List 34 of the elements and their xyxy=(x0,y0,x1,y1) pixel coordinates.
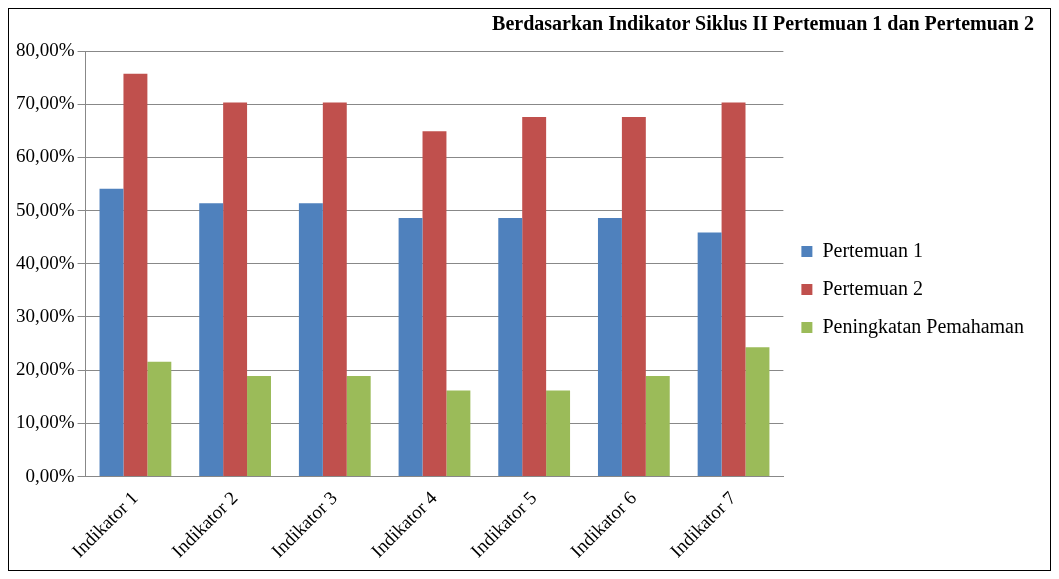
y-tick-label: 80,00% xyxy=(16,38,75,60)
bar xyxy=(99,188,124,477)
y-tick-label: 10,00% xyxy=(16,411,75,433)
bar xyxy=(322,102,347,477)
y-tick-label: 0,00% xyxy=(25,464,75,486)
bar xyxy=(147,361,172,477)
bar xyxy=(546,390,571,477)
legend-label: Pertemuan 1 xyxy=(822,238,923,261)
legend-label: Pertemuan 2 xyxy=(822,276,923,299)
bar xyxy=(697,232,722,477)
bar xyxy=(346,376,371,477)
y-tick-label: 70,00% xyxy=(16,92,75,114)
bar xyxy=(199,203,224,477)
y-tick-label: 20,00% xyxy=(16,358,75,380)
y-tick-label: 60,00% xyxy=(16,145,75,167)
y-tick-label: 30,00% xyxy=(16,304,75,326)
bar xyxy=(298,203,323,477)
chart-title: Berdasarkan Indikator Siklus II Pertemuan 1 dan Pertemuan 2 xyxy=(492,12,1034,35)
bar xyxy=(498,218,523,477)
bar xyxy=(223,102,248,477)
bar xyxy=(597,218,622,477)
y-tick-label: 40,00% xyxy=(16,251,75,273)
legend-label: Peningkatan Pemahaman xyxy=(822,314,1025,338)
bar xyxy=(446,390,471,477)
bar xyxy=(522,116,547,477)
y-tick-label: 50,00% xyxy=(16,198,75,220)
bar xyxy=(123,73,148,477)
bar xyxy=(247,376,271,477)
bar xyxy=(398,218,423,477)
bar xyxy=(621,116,646,477)
bar xyxy=(721,102,746,477)
bar xyxy=(422,131,447,477)
bar xyxy=(745,347,770,477)
bar xyxy=(645,376,670,477)
